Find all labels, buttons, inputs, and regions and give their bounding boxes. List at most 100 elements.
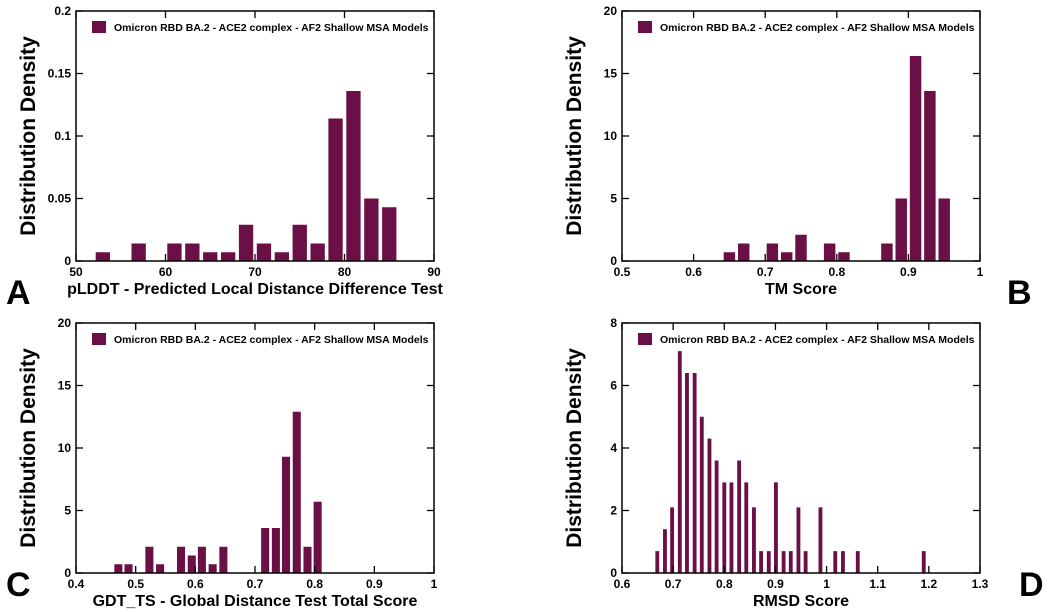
y-tick-label: 0 (64, 566, 71, 580)
bar (282, 456, 291, 573)
legend-swatch (92, 333, 106, 345)
bar (313, 501, 322, 573)
panel-label: C (6, 566, 31, 604)
bar (670, 507, 675, 574)
bar (655, 551, 660, 574)
bar (833, 551, 838, 574)
y-tick-label: 5 (610, 192, 617, 206)
y-tick-label: 0 (610, 254, 617, 268)
bar (895, 198, 907, 261)
bar (722, 482, 727, 574)
bar (838, 252, 850, 261)
bar (766, 551, 771, 574)
x-axis-label: RMSD Score (753, 593, 849, 610)
bar (685, 373, 689, 573)
y-tick-label: 0 (610, 566, 617, 580)
x-tick-label: 0.4 (68, 577, 85, 591)
bar (699, 416, 704, 573)
bar (382, 207, 397, 261)
y-tick-label: 20 (604, 4, 618, 18)
bar (752, 507, 756, 574)
bar (328, 118, 343, 261)
y-tick-label: 4 (610, 441, 617, 455)
x-tick-label: 80 (338, 265, 352, 279)
bar (197, 546, 206, 573)
x-tick-label: 0.9 (900, 265, 917, 279)
bar (238, 224, 254, 261)
x-tick-label: 70 (248, 265, 262, 279)
plot-frame (75, 10, 435, 262)
y-axis-label: Distribution Density (17, 36, 40, 236)
y-tick-label: 10 (58, 441, 72, 455)
y-tick-label: 15 (58, 379, 72, 393)
bar (292, 411, 301, 573)
bar (292, 224, 307, 261)
x-axis-label: pLDDT - Predicted Local Distance Differe… (67, 281, 443, 298)
bar (167, 243, 182, 261)
x-tick-label: 0.9 (767, 577, 784, 591)
bar (774, 482, 778, 574)
bar (124, 564, 133, 573)
x-tick-label: 1.1 (869, 577, 886, 591)
plot-frame (75, 322, 435, 574)
bar (803, 551, 808, 574)
x-axis-label: GDT_TS - Global Distance Test Total Scor… (93, 593, 418, 610)
y-tick-label: 0.05 (48, 192, 72, 206)
y-tick-label: 0.15 (48, 67, 72, 81)
bar (781, 551, 786, 574)
x-axis-label: TM Score (765, 281, 837, 298)
bar (131, 243, 146, 261)
bar (881, 243, 893, 261)
plot-frame (621, 322, 981, 574)
panel-label: A (6, 274, 31, 312)
bar (766, 243, 779, 261)
bar (346, 91, 361, 261)
bar (729, 482, 734, 574)
bar (310, 243, 325, 261)
y-tick-label: 2 (610, 504, 617, 518)
bar (677, 351, 682, 574)
bar (759, 551, 764, 574)
x-tick-label: 1.2 (921, 577, 938, 591)
bar (220, 252, 236, 261)
x-tick-label: 1.3 (972, 577, 989, 591)
y-tick-label: 8 (610, 316, 617, 330)
bar (723, 252, 736, 261)
x-tick-label: 1 (431, 577, 438, 591)
chart-panel-D: 0.6 0.7 0.8 0.9 1 1.1 1.2 1.3 0 2 4 6 8 Omicron RBD B… (563, 316, 1044, 610)
bar (145, 546, 154, 573)
bar (744, 482, 749, 574)
y-axis-label: Distribution Density (17, 348, 40, 548)
bar (663, 529, 667, 573)
bar (274, 252, 290, 261)
bar (780, 252, 793, 261)
bar (95, 252, 111, 261)
legend-label: Omicron RBD BA.2 - ACE2 complex - AF2 Sh… (660, 334, 975, 346)
bar (187, 555, 196, 573)
bar (841, 551, 845, 574)
bar (707, 438, 712, 574)
bar (203, 252, 218, 261)
bar (818, 507, 823, 574)
bar (737, 460, 742, 573)
bar (909, 56, 922, 261)
y-tick-label: 5 (64, 504, 71, 518)
bar (737, 243, 750, 261)
bar (823, 243, 836, 261)
bar (114, 564, 123, 573)
x-tick-label: 0.8 (828, 265, 845, 279)
bar (714, 460, 719, 573)
bar (796, 507, 801, 574)
y-tick-label: 6 (610, 379, 617, 393)
legend-label: Omicron RBD BA.2 - ACE2 complex - AF2 Sh… (114, 22, 429, 34)
bar (156, 564, 165, 573)
x-tick-label: 0.6 (614, 577, 631, 591)
bar (692, 373, 697, 573)
y-tick-label: 20 (58, 316, 72, 330)
x-tick-label: 50 (69, 265, 83, 279)
x-tick-label: 0.8 (716, 577, 733, 591)
y-axis-label: Distribution Density (563, 348, 586, 548)
x-tick-label: 0.7 (247, 577, 264, 591)
